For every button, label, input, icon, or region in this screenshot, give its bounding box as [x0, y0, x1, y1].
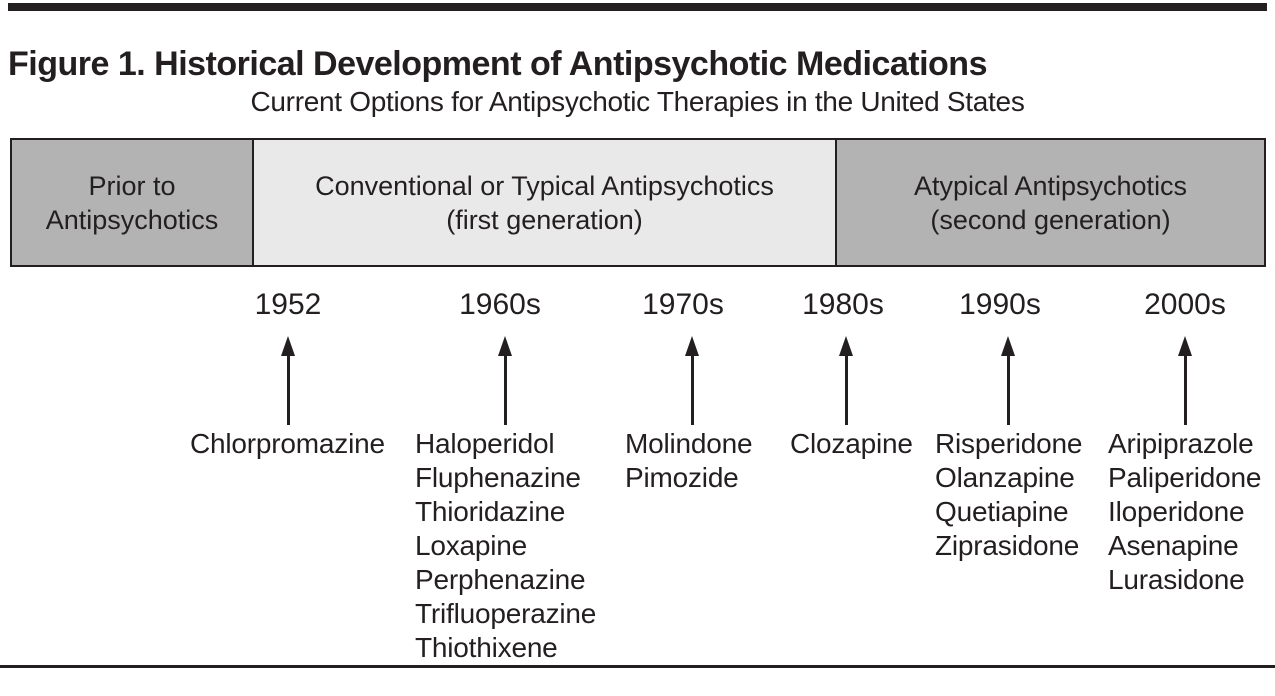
up-arrow-icon — [1178, 336, 1192, 425]
era-section-atypical: Atypical Antipsychotics (second generati… — [835, 140, 1264, 265]
drug-name: Iloperidone — [1108, 496, 1245, 527]
drug-name: Perphenazine — [415, 564, 586, 595]
drug-list-1960s: Haloperidol Fluphenazine Thioridazine Loxap… — [415, 427, 596, 665]
drug-list-1990s: Risperidone Olanzapine Quetiapine Ziprasido… — [935, 427, 1082, 563]
drug-name: Risperidone — [935, 428, 1083, 459]
figure-title: Figure 1. Historical Development of Anti… — [8, 44, 987, 83]
era-bar: Prior to Antipsychotics Conventional or … — [10, 138, 1266, 267]
drug-list-1952: Chlorpromazine — [190, 427, 385, 461]
drug-name: Paliperidone — [1108, 462, 1262, 493]
up-arrow-icon — [685, 336, 699, 425]
era-section-label: Atypical Antipsychotics (second generati… — [913, 170, 1188, 235]
decade-label-1960s: 1960s — [459, 288, 541, 321]
era-section-conventional: Conventional or Typical Antipsychotics (… — [252, 140, 835, 265]
era-section-label: Prior to Antipsychotics — [45, 170, 219, 235]
decade-label-1990s: 1990s — [959, 288, 1041, 321]
up-arrow-icon — [839, 336, 853, 425]
drug-name: Ziprasidone — [935, 530, 1080, 561]
drug-name: Lurasidone — [1108, 564, 1245, 595]
drug-name: Olanzapine — [935, 462, 1075, 493]
up-arrow-icon — [281, 336, 295, 425]
decade-label-1980s: 1980s — [802, 288, 884, 321]
up-arrow-icon — [498, 336, 512, 425]
bottom-rule — [0, 665, 1275, 668]
drug-list-1980s: Clozapine — [790, 427, 913, 461]
figure-subtitle: Current Options for Antipsychotic Therap… — [250, 86, 1025, 117]
drug-name: Thiothixene — [415, 632, 558, 663]
drug-name: Loxapine — [415, 530, 528, 561]
drug-name: Molindone — [625, 428, 753, 459]
up-arrow-icon — [1001, 336, 1015, 425]
drug-name: Haloperidol — [415, 428, 555, 459]
drug-name: Asenapine — [1108, 530, 1239, 561]
drug-name: Quetiapine — [935, 496, 1069, 527]
top-rule — [8, 3, 1267, 11]
drug-name: Clozapine — [790, 428, 913, 459]
drug-list-2000s: Aripiprazole Paliperidone Iloperidone Asena… — [1108, 427, 1261, 597]
drug-name: Thioridazine — [415, 496, 566, 527]
era-section-label: Conventional or Typical Antipsychotics (… — [315, 170, 774, 235]
decade-label-2000s: 2000s — [1144, 288, 1226, 321]
drug-name: Trifluoperazine — [415, 598, 597, 629]
drug-name: Fluphenazine — [415, 462, 581, 493]
drug-name: Aripiprazole — [1108, 428, 1254, 459]
decade-label-1970s: 1970s — [642, 288, 724, 321]
era-section-prior: Prior to Antipsychotics — [12, 140, 252, 265]
drug-name: Chlorpromazine — [190, 428, 385, 459]
decade-label-1952: 1952 — [254, 288, 322, 321]
drug-list-1970s: Molindone Pimozide — [625, 427, 753, 495]
drug-name: Pimozide — [625, 462, 739, 493]
